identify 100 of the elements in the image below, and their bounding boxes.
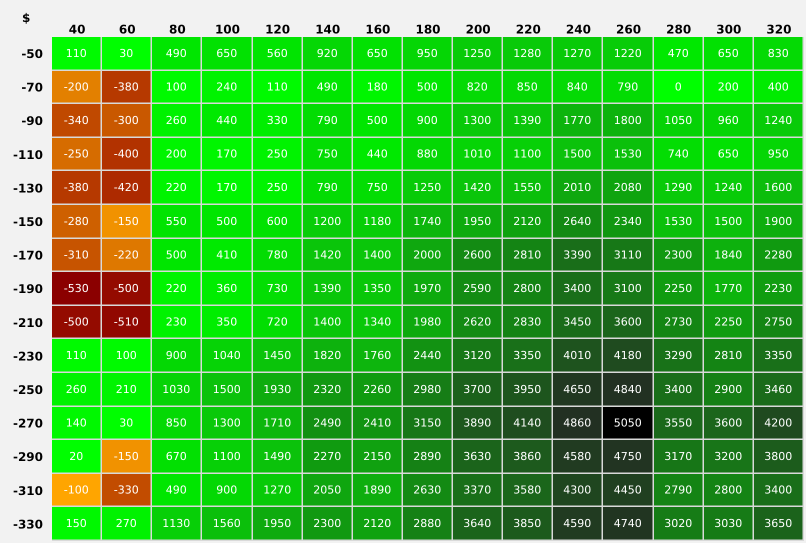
data-label: 2280 (764, 248, 792, 262)
data-label: 4200 (764, 416, 792, 430)
data-label: -100 (64, 483, 89, 496)
data-label: 950 (416, 46, 438, 60)
data-label: 2600 (463, 248, 492, 262)
data-label: 790 (617, 80, 638, 94)
data-label: 1180 (363, 214, 392, 228)
data-label: 3950 (513, 382, 542, 396)
data-label: 1270 (263, 483, 292, 496)
data-label: 2750 (764, 315, 792, 328)
data-label: 1200 (313, 214, 342, 228)
data-label: 210 (116, 382, 137, 396)
data-label: 550 (166, 214, 187, 228)
data-label: 650 (216, 46, 238, 60)
data-label: 2880 (413, 516, 442, 530)
data-label: 270 (116, 516, 137, 530)
data-label: 1770 (714, 282, 742, 295)
data-label: 900 (166, 348, 187, 362)
data-label: 1980 (413, 315, 442, 328)
data-label: 470 (668, 46, 689, 60)
data-label: 0 (674, 80, 682, 94)
data-label: 200 (718, 80, 739, 94)
data-label: 2150 (363, 450, 392, 463)
data-label: 3600 (714, 416, 742, 430)
data-label: 1240 (764, 114, 792, 127)
data-label: 3100 (614, 282, 642, 295)
data-label: 3650 (764, 516, 792, 530)
data-label: 3630 (463, 450, 492, 463)
data-label: -280 (64, 214, 89, 228)
data-label: 900 (416, 114, 438, 127)
data-label: 780 (266, 248, 288, 262)
data-label: -150 (114, 214, 139, 228)
data-label: 440 (366, 147, 388, 160)
data-label: 4010 (563, 348, 592, 362)
data-label: 3460 (764, 382, 792, 396)
data-label: 3350 (513, 348, 542, 362)
y-tick-label: -330 (12, 517, 43, 532)
data-label: 2080 (614, 180, 642, 194)
x-tick-label: 60 (118, 22, 136, 37)
data-label: 500 (366, 114, 388, 127)
data-label: 4580 (563, 450, 592, 463)
data-label: 3390 (563, 248, 592, 262)
data-label: 260 (66, 382, 87, 396)
data-label: 2010 (563, 180, 592, 194)
data-label: 670 (166, 450, 187, 463)
data-label: 3550 (664, 416, 692, 430)
x-tick-label: 300 (716, 22, 742, 37)
data-label: 3450 (563, 315, 592, 328)
data-label: 2800 (513, 282, 542, 295)
data-label: -420 (114, 180, 139, 194)
data-label: -200 (64, 80, 89, 94)
data-label: 1890 (363, 483, 392, 496)
data-label: 1050 (664, 114, 692, 127)
data-label: 1530 (664, 214, 692, 228)
data-label: 3120 (463, 348, 492, 362)
data-label: 4300 (563, 483, 592, 496)
y-tick-label: -290 (12, 450, 43, 464)
data-label: 440 (216, 114, 238, 127)
data-label: 2980 (413, 382, 442, 396)
x-tick-label: 80 (168, 22, 186, 37)
y-tick-label: -130 (12, 181, 43, 196)
data-label: 1740 (413, 214, 442, 228)
data-label: 1420 (463, 180, 492, 194)
data-label: 1950 (263, 516, 292, 530)
x-tick-label: 120 (265, 22, 290, 37)
data-label: 4450 (614, 483, 642, 496)
data-label: -150 (114, 450, 139, 463)
data-label: 1530 (614, 147, 642, 160)
data-label: 220 (166, 180, 187, 194)
x-tick-label: 280 (666, 22, 692, 37)
x-tick-label: 40 (68, 22, 86, 37)
data-label: 1010 (463, 147, 492, 160)
data-label: 1040 (212, 348, 241, 362)
data-label: 2900 (714, 382, 742, 396)
data-label: 1710 (263, 416, 292, 430)
y-tick-label: -210 (12, 316, 43, 330)
data-label: 2810 (513, 248, 542, 262)
data-label: 5050 (614, 416, 642, 430)
data-label: 1220 (614, 46, 642, 60)
data-label: 1970 (413, 282, 442, 295)
data-label: 2120 (513, 214, 542, 228)
data-label: 720 (266, 315, 288, 328)
data-label: 3400 (664, 382, 692, 396)
data-label: 150 (66, 516, 87, 530)
data-label: 2250 (714, 315, 742, 328)
data-label: -380 (64, 180, 89, 194)
data-label: 790 (316, 114, 338, 127)
data-label: 3170 (664, 450, 692, 463)
data-label: -500 (114, 282, 139, 295)
data-label: 100 (166, 80, 187, 94)
y-tick-label: -270 (12, 416, 43, 431)
y-tick-label: -250 (12, 383, 43, 397)
data-label: 3600 (614, 315, 642, 328)
data-label: 1420 (313, 248, 342, 262)
data-label: 4750 (614, 450, 642, 463)
data-label: 650 (718, 46, 739, 60)
data-label: 1500 (714, 214, 742, 228)
data-label: 180 (366, 80, 388, 94)
data-label: 3020 (664, 516, 692, 530)
data-label: -330 (114, 483, 139, 496)
